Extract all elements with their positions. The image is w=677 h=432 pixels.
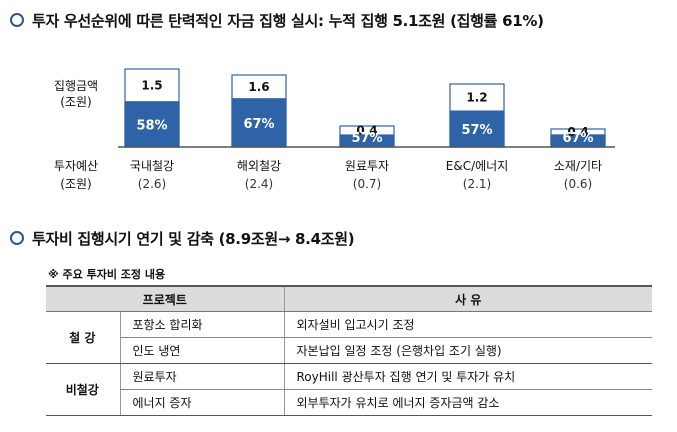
heading-text: 투자비 집행시기 연기 및 감축 (8.9조원→ 8.4조원) (32, 230, 355, 248)
executed-amount-label: 0.4 (567, 125, 588, 139)
executed-row-label: 집행금액 (54, 78, 98, 93)
section-heading-execution: 투자 우선순위에 따른 탄력적인 자금 집행 실시: 누적 집행 5.1조원 (… (10, 10, 544, 31)
execution-rate-label: 57% (351, 131, 382, 146)
execution-rate-label: 58% (136, 118, 167, 133)
category-label: 국내철강 (130, 159, 174, 173)
table-header-row: 프로젝트 사 유 (46, 285, 652, 312)
execution-rate-label: 67% (562, 131, 593, 146)
circle-bullet-icon (10, 231, 24, 245)
executed-amount-label: 0.4 (356, 124, 377, 138)
table-row: 인도 냉연 자본납입 일정 조정 (은행차입 조기 실행) (46, 337, 652, 364)
adjustment-table: 프로젝트 사 유 철 강 포항소 합리화 외자설비 입고시기 조정 인도 냉연 … (46, 285, 652, 416)
executed-bar (449, 110, 505, 148)
budget-value-label: (2.6) (138, 177, 166, 191)
category-label: 해외철강 (237, 159, 281, 173)
column-header-project: 프로젝트 (46, 285, 284, 312)
category-label: E&C/에너지 (446, 159, 508, 173)
reason-cell: 자본납입 일정 조정 (은행차입 조기 실행) (283, 337, 652, 364)
budget-value-label: (0.7) (353, 177, 381, 191)
project-cell: 인도 냉연 (119, 337, 284, 364)
budget-value-label: (2.4) (245, 177, 273, 191)
project-cell: 에너지 증자 (119, 389, 284, 416)
investment-bar-chart: 집행금액(조원)투자예산(조원) 1.558%1.667% 0.457%1.257… (54, 68, 615, 191)
category-label: 소재/기타 (554, 159, 602, 173)
reason-cell: RoyHill 광산투자 집행 연기 및 투자가 유치 (283, 363, 652, 390)
execution-rate-label: 57% (461, 123, 492, 138)
reason-cell: 외부투자가 유치로 에너지 증자금액 감소 (283, 389, 652, 416)
project-cell: 원료투자 (119, 363, 284, 390)
executed-amount-label: 1.6 (248, 80, 269, 94)
heading-text: 투자 우선순위에 따른 탄력적인 자금 집행 실시: 누적 집행 5.1조원 (… (32, 12, 544, 30)
executed-amount-label: 1.2 (466, 91, 487, 105)
section-heading-adjustment: 투자비 집행시기 연기 및 감축 (8.9조원→ 8.4조원) (10, 228, 355, 249)
budget-value-label: (0.6) (564, 177, 592, 191)
reason-cell: 외자설비 입고시기 조정 (283, 311, 652, 338)
budget-value-label: (2.1) (463, 177, 491, 191)
group-cell-steel: 철 강 (46, 311, 120, 364)
circle-bullet-icon (10, 13, 24, 27)
group-cell-non-steel: 비철강 (46, 363, 120, 416)
executed-amount-label: 1.5 (141, 78, 162, 92)
budget-row-unit: (조원) (60, 177, 91, 191)
executed-bar (231, 98, 287, 148)
executed-row-unit: (조원) (60, 95, 91, 109)
column-header-reason: 사 유 (283, 285, 652, 312)
table-row: 비철강 원료투자 RoyHill 광산투자 집행 연기 및 투자가 유치 (46, 363, 652, 416)
table-row: 에너지 증자 외부투자가 유치로 에너지 증자금액 감소 (46, 389, 652, 416)
executed-bar (124, 101, 180, 148)
category-label: 원료투자 (345, 159, 389, 173)
execution-rate-label: 67% (243, 117, 274, 132)
table-row: 철 강 포항소 합리화 외자설비 입고시기 조정 (46, 311, 652, 364)
budget-row-label: 투자예산 (54, 159, 98, 173)
project-cell: 포항소 합리화 (119, 311, 284, 338)
table-note: ※ 주요 투자비 조정 내용 (48, 268, 166, 281)
